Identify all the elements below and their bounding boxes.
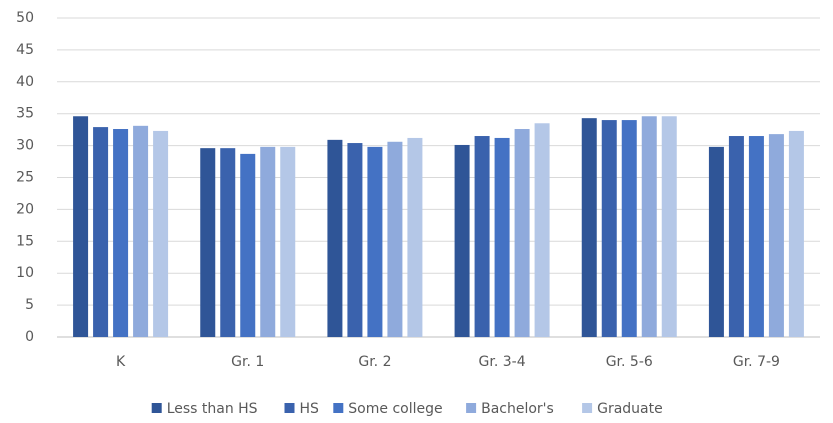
x-tick-label: Gr. 7-9	[733, 354, 780, 370]
bar	[220, 148, 236, 337]
bar	[454, 144, 470, 337]
bar	[788, 130, 804, 337]
y-tick-label: 30	[16, 138, 34, 154]
bar	[494, 137, 510, 337]
bar	[133, 125, 149, 338]
y-tick-label: 0	[25, 329, 34, 345]
legend-swatch	[151, 403, 162, 413]
y-tick-label: 35	[16, 106, 34, 122]
bar	[240, 153, 256, 337]
bar	[113, 129, 129, 337]
legend-label: HS	[300, 401, 320, 417]
bar	[601, 120, 617, 337]
legend-swatch	[466, 403, 477, 413]
bar	[641, 116, 657, 337]
bar	[260, 146, 276, 337]
y-tick-label: 20	[16, 201, 34, 217]
bar	[661, 116, 677, 337]
y-tick-label: 10	[16, 265, 34, 281]
bar	[387, 141, 403, 337]
bar	[73, 116, 89, 337]
y-tick-label: 45	[16, 42, 34, 58]
x-tick-label: Gr. 5-6	[606, 354, 653, 370]
legend-swatch	[284, 403, 295, 413]
bar	[621, 120, 637, 337]
y-tick-label: 15	[16, 233, 34, 249]
bar	[708, 146, 724, 337]
bar	[514, 129, 530, 337]
x-tick-label: Gr. 3-4	[479, 354, 526, 370]
x-tick-label: Gr. 1	[231, 354, 264, 370]
bar	[153, 130, 169, 337]
legend-label: Graduate	[597, 401, 663, 417]
bar	[728, 136, 744, 337]
bar	[748, 136, 764, 337]
bar	[367, 146, 383, 337]
bar	[347, 143, 363, 337]
bar	[407, 137, 423, 337]
bar	[200, 148, 216, 337]
bar	[93, 127, 109, 338]
bar	[474, 136, 490, 337]
y-tick-label: 50	[16, 10, 34, 26]
legend-label: Bachelor's	[481, 401, 554, 417]
bar	[534, 123, 550, 338]
legend-swatch	[582, 403, 593, 413]
legend-label: Less than HS	[167, 401, 258, 417]
y-tick-label: 40	[16, 74, 34, 90]
bar	[327, 139, 343, 337]
y-tick-label: 5	[25, 297, 34, 313]
legend-label: Some college	[348, 401, 442, 417]
y-tick-label: 25	[16, 170, 34, 186]
bar	[581, 118, 597, 337]
legend-swatch	[333, 403, 344, 413]
x-tick-label: Gr. 2	[358, 354, 391, 370]
bar	[768, 134, 784, 337]
bar	[280, 146, 296, 337]
x-tick-label: K	[116, 354, 126, 370]
